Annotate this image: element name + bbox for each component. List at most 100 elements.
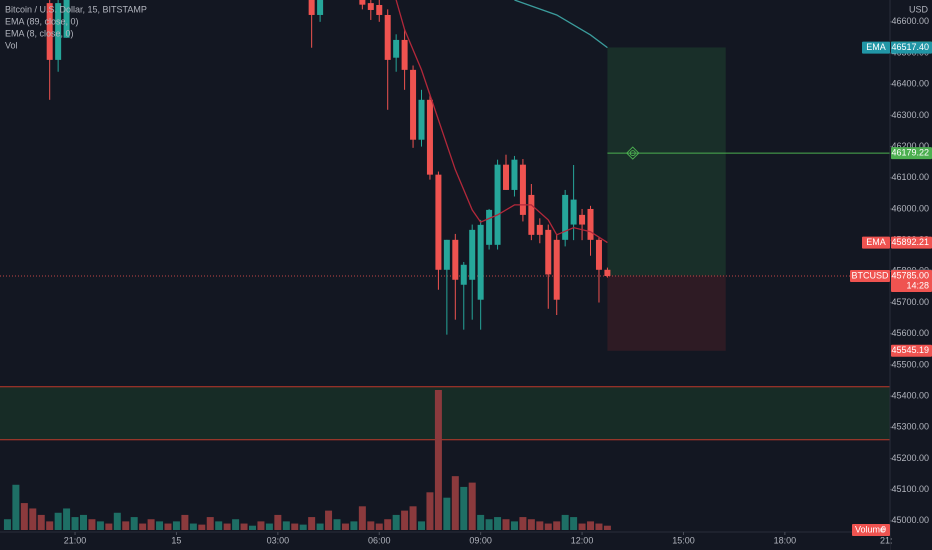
volume-bar	[409, 506, 417, 530]
volume-bar	[29, 508, 37, 530]
volume-bar	[536, 521, 544, 530]
volume-tag: Volume	[855, 524, 885, 534]
volume-bar	[375, 523, 383, 530]
price-label: 45892.21	[891, 237, 929, 247]
volume-bar	[206, 517, 214, 530]
volume-bar	[113, 512, 121, 530]
candle-body	[477, 224, 484, 300]
indicator-legend: EMA (89, close, 0)	[5, 16, 79, 26]
price-label-tag-text: EMA	[866, 42, 886, 52]
volume-bar	[156, 521, 164, 530]
y-tick-label: 46200.00	[891, 141, 929, 151]
volume-bar	[71, 517, 79, 530]
candle-body	[595, 239, 602, 270]
volume-bar	[451, 476, 459, 530]
ema-line	[514, 0, 608, 49]
ema-line	[395, 0, 608, 244]
x-tick-label: 15:00	[672, 535, 695, 545]
volume-bar	[291, 523, 299, 530]
y-tick-label: 45400.00	[891, 390, 929, 400]
position-loss	[607, 275, 726, 351]
candle-body	[418, 99, 425, 140]
time-axis	[0, 532, 890, 550]
candle-body	[562, 194, 569, 240]
volume-bar	[426, 492, 434, 530]
volume-bar	[561, 514, 569, 530]
volume-bar	[527, 519, 535, 530]
candle-body	[460, 264, 467, 285]
volume-bar	[223, 523, 231, 530]
indicator-legend: Vol	[5, 40, 18, 50]
volume-bar	[79, 514, 87, 530]
y-tick-label: 46300.00	[891, 110, 929, 120]
volume-bar	[232, 519, 240, 530]
price-label: 46179.22	[891, 147, 929, 157]
last-price-box	[891, 270, 932, 293]
volume-bar	[164, 523, 172, 530]
candle-body	[443, 239, 450, 270]
volume-bar	[96, 521, 104, 530]
volume-bar	[308, 517, 316, 530]
volume-bar	[401, 510, 409, 530]
indicator-legend: EMA (8, close, 0)	[5, 28, 74, 38]
volume-bar	[468, 482, 476, 530]
y-tick-label: 45500.00	[891, 359, 929, 369]
candle-body	[511, 159, 518, 190]
volume-bar	[198, 524, 206, 530]
x-tick-label: 03:00	[267, 535, 290, 545]
y-tick-label: 45300.00	[891, 422, 929, 432]
volume-bar	[350, 521, 358, 530]
x-tick-label: 15	[171, 535, 181, 545]
candle-body	[393, 39, 400, 58]
volume-bar	[54, 512, 62, 530]
volume-bar	[122, 521, 130, 530]
candle-body	[587, 208, 594, 240]
volume-bar	[63, 508, 71, 530]
volume-bar	[299, 524, 307, 530]
volume-bar	[240, 523, 248, 530]
volume-bar	[189, 523, 197, 530]
volume-bar	[282, 521, 290, 530]
plot	[0, 0, 890, 530]
last-price-label: 45785.00	[891, 270, 929, 280]
volume-tag-box	[852, 524, 890, 536]
x-tick-label: 18:00	[774, 535, 797, 545]
volume-bar	[325, 510, 333, 530]
candle-body	[317, 0, 324, 15]
volume-bar	[333, 519, 341, 530]
candle-body	[359, 0, 366, 5]
candle-body	[604, 269, 611, 277]
volume-last: 0	[881, 524, 886, 534]
candle-body	[63, 0, 70, 38]
title: Bitcoin / U.S. Dollar, 15, BITSTAMP	[5, 4, 147, 14]
volume-bar	[460, 486, 468, 530]
price-label-box	[891, 236, 932, 249]
volume-bar	[392, 514, 400, 530]
price-label-box	[891, 147, 932, 160]
candle-body	[536, 224, 543, 235]
candle-body	[579, 214, 586, 225]
candle-body	[435, 174, 442, 270]
target-marker-dot	[629, 150, 636, 157]
volume-bar	[477, 514, 485, 530]
y-tick-label: 45200.00	[891, 453, 929, 463]
candle-body	[452, 239, 459, 280]
x-tick-label: 21:	[880, 535, 893, 545]
volume-bar	[88, 519, 96, 530]
volume-bar	[418, 521, 426, 530]
last-price-countdown: 14:28	[906, 280, 929, 290]
volume-bar	[384, 519, 392, 530]
price-label: 45545.19	[891, 345, 929, 355]
candle-body	[55, 3, 62, 60]
volume-bar	[502, 519, 510, 530]
volume-bar	[434, 390, 442, 530]
candle-body	[570, 199, 577, 225]
x-tick-label: 06:00	[368, 535, 391, 545]
y-tick-label: 46100.00	[891, 172, 929, 182]
y-tick-label: 45000.00	[891, 515, 929, 525]
candle-body	[519, 164, 526, 215]
price-label-box	[891, 344, 932, 357]
price-label-tag-text: EMA	[866, 237, 886, 247]
candle-body	[426, 99, 433, 175]
volume-bar	[587, 521, 595, 530]
